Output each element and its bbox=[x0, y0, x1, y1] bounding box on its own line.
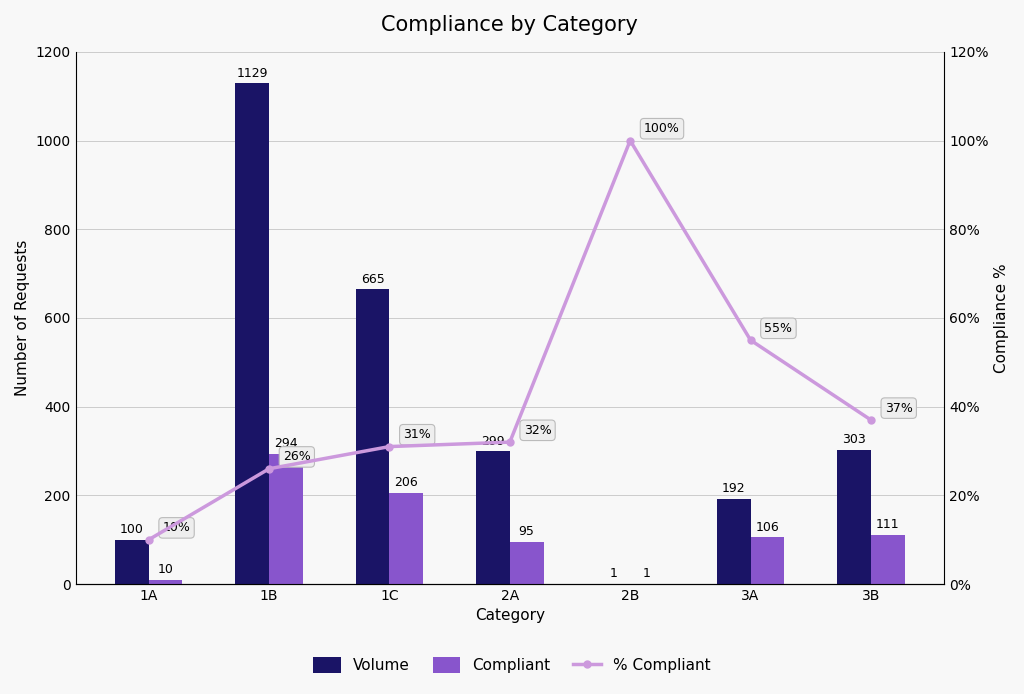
Text: 1: 1 bbox=[609, 567, 617, 580]
Text: 1: 1 bbox=[643, 567, 651, 580]
% Compliant bbox=[864, 416, 877, 424]
Bar bbox=[355, 289, 389, 584]
Text: 37%: 37% bbox=[885, 402, 912, 414]
X-axis label: Category: Category bbox=[475, 609, 545, 623]
Y-axis label: Compliance %: Compliance % bbox=[994, 263, 1009, 373]
Bar bbox=[389, 493, 423, 584]
Y-axis label: Number of Requests: Number of Requests bbox=[15, 239, 30, 396]
Text: 299: 299 bbox=[481, 435, 505, 448]
Text: 31%: 31% bbox=[403, 428, 431, 441]
Text: 294: 294 bbox=[274, 437, 298, 450]
Text: 303: 303 bbox=[842, 433, 866, 446]
Text: 192: 192 bbox=[722, 482, 745, 496]
Text: 665: 665 bbox=[360, 273, 384, 285]
Text: 100%: 100% bbox=[644, 122, 680, 135]
Line: % Compliant: % Compliant bbox=[145, 137, 874, 543]
Bar bbox=[838, 450, 870, 584]
% Compliant bbox=[624, 137, 636, 145]
% Compliant bbox=[142, 536, 155, 544]
Bar bbox=[510, 542, 544, 584]
Bar bbox=[751, 537, 784, 584]
Bar bbox=[115, 540, 148, 584]
Text: 1129: 1129 bbox=[237, 67, 268, 80]
% Compliant bbox=[263, 464, 275, 473]
Text: 111: 111 bbox=[876, 518, 899, 532]
Text: 10%: 10% bbox=[163, 521, 190, 534]
Bar bbox=[717, 499, 751, 584]
Bar bbox=[476, 452, 510, 584]
Text: 100: 100 bbox=[120, 523, 143, 536]
Bar bbox=[870, 535, 904, 584]
% Compliant bbox=[744, 336, 757, 344]
Text: 55%: 55% bbox=[765, 322, 793, 335]
Bar bbox=[269, 454, 303, 584]
% Compliant bbox=[383, 442, 395, 450]
Text: 10: 10 bbox=[158, 563, 173, 576]
Text: 32%: 32% bbox=[523, 424, 552, 437]
Legend: Volume, Compliant, % Compliant: Volume, Compliant, % Compliant bbox=[307, 651, 717, 679]
Text: 95: 95 bbox=[519, 525, 535, 539]
Text: 106: 106 bbox=[756, 520, 779, 534]
Title: Compliance by Category: Compliance by Category bbox=[381, 15, 638, 35]
Bar bbox=[148, 579, 182, 584]
Text: 26%: 26% bbox=[283, 450, 310, 464]
% Compliant bbox=[504, 438, 516, 446]
Text: 206: 206 bbox=[394, 476, 418, 489]
Bar bbox=[236, 83, 269, 584]
